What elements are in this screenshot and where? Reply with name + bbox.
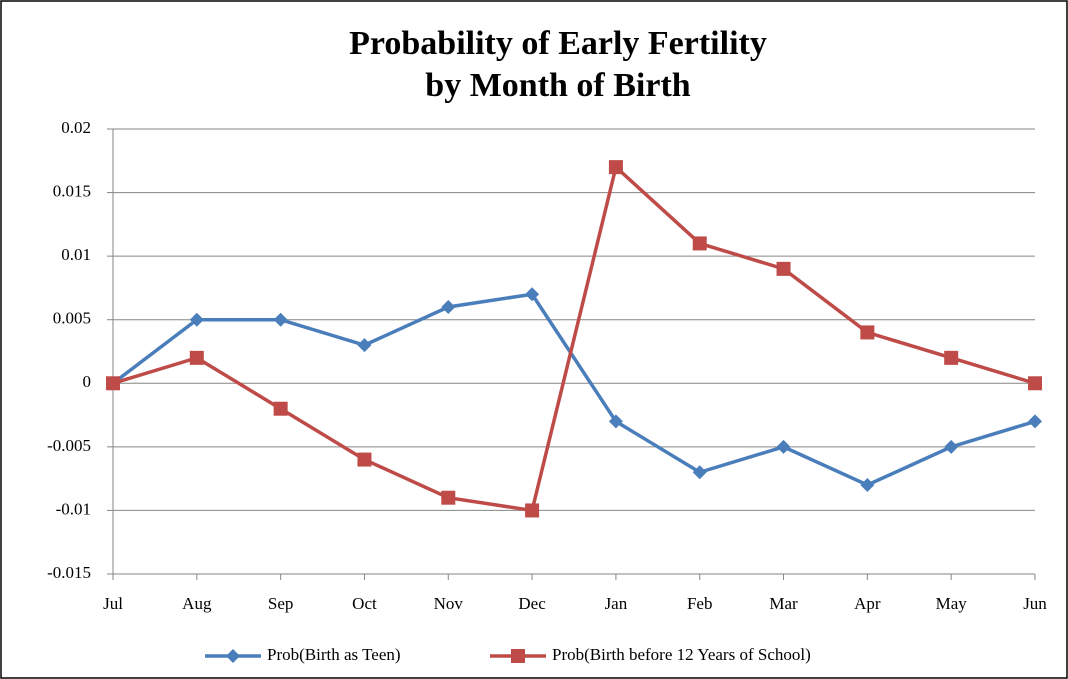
marker [106,376,120,391]
marker [357,452,372,467]
marker [273,312,288,327]
marker [189,350,204,365]
marker [441,490,456,505]
marker [692,236,707,251]
marker [1028,414,1042,429]
y-tick-label: 0.01 [61,245,91,264]
marker [608,160,623,175]
y-tick-label: -0.005 [47,436,91,455]
x-tick-label: Oct [352,594,377,613]
marker [944,439,959,454]
marker [441,300,456,314]
y-tick-label: -0.015 [47,563,91,582]
y-tick-label: 0.02 [61,118,91,137]
x-tick-label: Mar [769,594,798,613]
legend-label: Prob(Birth before 12 Years of School) [552,645,811,664]
y-tick-label: 0.015 [53,181,91,200]
series-line [112,163,1036,513]
marker [692,465,707,480]
marker [1028,376,1042,391]
marker [776,261,791,276]
x-tick-label: Sep [268,594,294,613]
x-tick-label: Aug [182,594,212,613]
x-tick-label: Feb [687,594,713,613]
chart-title: Probability of Early Fertility [349,25,767,62]
marker [860,478,875,492]
marker [776,439,791,454]
chart-title: by Month of Birth [425,67,691,104]
x-tick-label: Jun [1023,594,1047,613]
marker [944,350,959,365]
marker [525,503,540,518]
x-tick-label: Dec [518,594,546,613]
marker [608,414,623,429]
y-tick-label: -0.01 [56,499,91,518]
marker [226,649,240,663]
x-tick-label: Nov [434,594,464,613]
marker [860,325,875,340]
marker [525,287,540,302]
legend-label: Prob(Birth as Teen) [267,645,401,664]
marker [189,312,204,327]
marker [357,338,372,353]
x-tick-label: Jan [605,594,628,613]
x-tick-label: Apr [854,594,881,613]
marker [511,649,525,663]
y-tick-label: 0.005 [53,309,91,328]
y-tick-label: 0 [83,372,92,391]
series-line [111,292,1036,487]
x-tick-label: Jul [103,594,123,613]
x-tick-label: May [936,594,968,613]
marker [273,401,288,416]
